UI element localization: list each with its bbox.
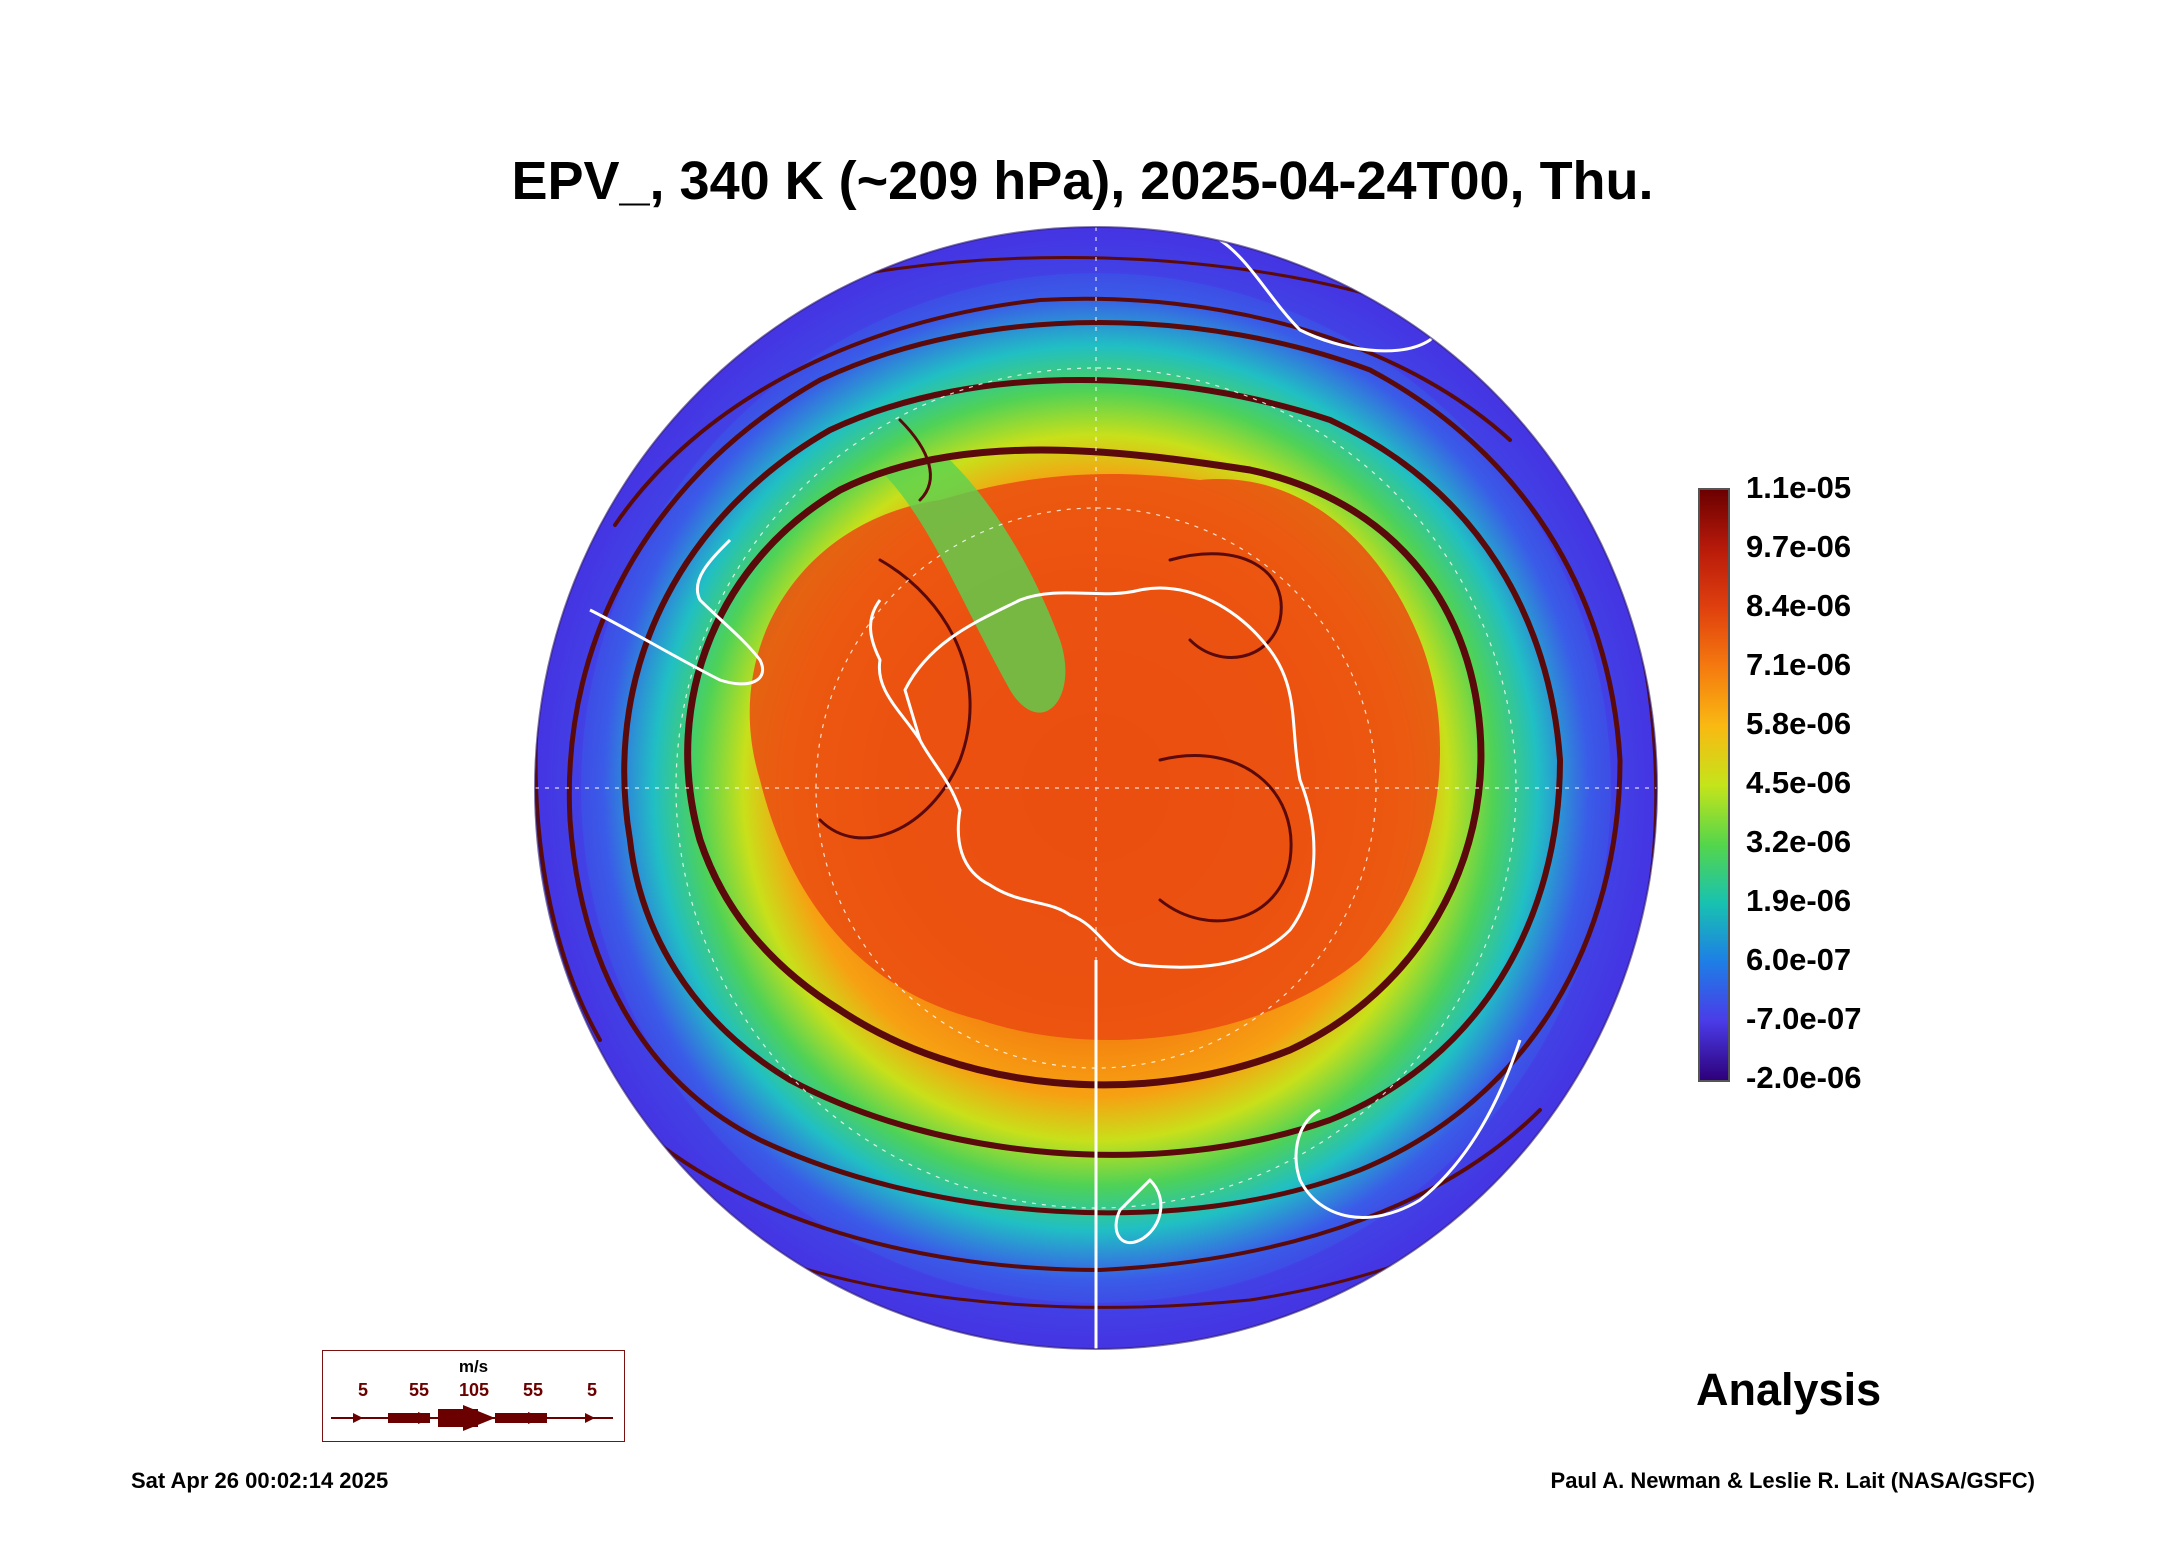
south-america-coastline — [589, 538, 764, 686]
legend-value: 105 — [458, 1380, 490, 1400]
epv-tongue — [880, 460, 1066, 713]
footer-credit: Paul A. Newman & Leslie R. Lait (NASA/GS… — [1550, 1468, 2035, 1493]
colorbar-tick-label: 7.1e-06 — [1746, 647, 1852, 682]
coastlines — [589, 238, 1522, 1245]
australia-coastline — [1294, 1039, 1522, 1219]
legend-value: 5 — [357, 1380, 369, 1400]
colorbar-tick-label: 5.8e-06 — [1746, 706, 1852, 741]
streamline — [1158, 754, 1293, 923]
streamline — [818, 558, 972, 840]
legend-arrow — [331, 1405, 613, 1431]
colorbar-tick-label: 1.1e-05 — [1746, 470, 1852, 505]
legend-value: 55 — [408, 1380, 430, 1400]
new-zealand-coastline — [1114, 1178, 1163, 1245]
streamline — [621, 377, 1564, 1158]
high-epv-region — [749, 474, 1440, 1040]
streamline — [1168, 552, 1283, 659]
colorbar-tick-label: 3.2e-06 — [1746, 824, 1852, 859]
colorbar-tick-label: 4.5e-06 — [1746, 765, 1852, 800]
colorbar — [1698, 488, 1730, 1082]
colorbar-tick-label: 8.4e-06 — [1746, 588, 1852, 623]
colorbar-tick-label: 1.9e-06 — [1746, 883, 1852, 918]
wind-speed-legend: m/s 5 55 105 55 5 — [322, 1350, 625, 1442]
colorbar-tick-label: 6.0e-07 — [1746, 942, 1852, 977]
legend-value: 5 — [586, 1380, 598, 1400]
analysis-label: Analysis — [1696, 1364, 1882, 1415]
antarctica-coastline — [903, 586, 1316, 969]
streamline — [613, 296, 1512, 527]
colorbar-tick-label: -2.0e-06 — [1746, 1060, 1862, 1095]
legend-unit: m/s — [458, 1357, 489, 1376]
colorbar-tick-label: 9.7e-06 — [1746, 529, 1852, 564]
footer-date: Sat Apr 26 00:02:14 2025 — [131, 1468, 389, 1493]
map-title: EPV_, 340 K (~209 hPa), 2025-04-24T00, T… — [511, 151, 1654, 211]
map-disc — [535, 227, 1657, 1349]
antarctic-peninsula — [869, 599, 922, 741]
colorbar-tick-label: -7.0e-07 — [1746, 1001, 1862, 1036]
graticule — [535, 227, 1657, 1349]
streamline — [898, 418, 932, 502]
legend-value: 55 — [522, 1380, 544, 1400]
streamline — [684, 446, 1485, 1089]
streamline — [566, 320, 1623, 1216]
